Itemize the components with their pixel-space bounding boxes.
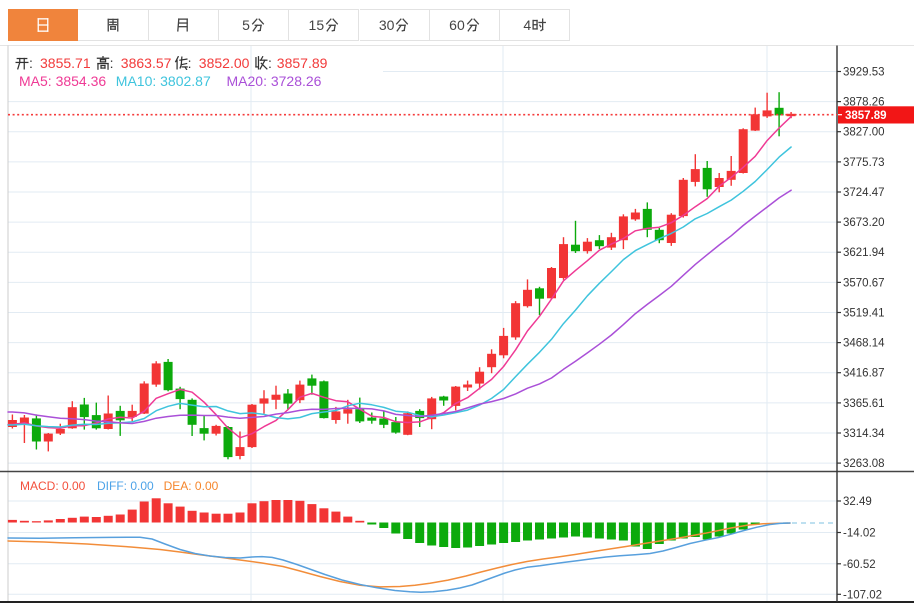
svg-text:-107.02: -107.02 — [843, 589, 882, 601]
svg-text:-60.52: -60.52 — [843, 559, 876, 571]
svg-text:3314.34: 3314.34 — [843, 428, 885, 440]
svg-text:3775.73: 3775.73 — [843, 157, 885, 169]
svg-text:3468.14: 3468.14 — [843, 338, 885, 350]
svg-text:3416.87: 3416.87 — [843, 368, 885, 380]
svg-text:3519.41: 3519.41 — [843, 308, 885, 320]
svg-text:3724.47: 3724.47 — [843, 187, 885, 199]
svg-text:3263.08: 3263.08 — [843, 458, 885, 470]
svg-text:3621.94: 3621.94 — [843, 247, 885, 259]
svg-text:3570.67: 3570.67 — [843, 277, 885, 289]
svg-text:3857.89: 3857.89 — [845, 110, 887, 122]
svg-text:32.49: 32.49 — [843, 496, 872, 508]
svg-text:3878.26: 3878.26 — [843, 97, 885, 109]
svg-text:-14.02: -14.02 — [843, 528, 876, 540]
svg-text:3365.61: 3365.61 — [843, 398, 885, 410]
svg-text:3929.53: 3929.53 — [843, 67, 885, 79]
svg-text:3673.20: 3673.20 — [843, 217, 885, 229]
svg-text:3827.00: 3827.00 — [843, 127, 885, 139]
